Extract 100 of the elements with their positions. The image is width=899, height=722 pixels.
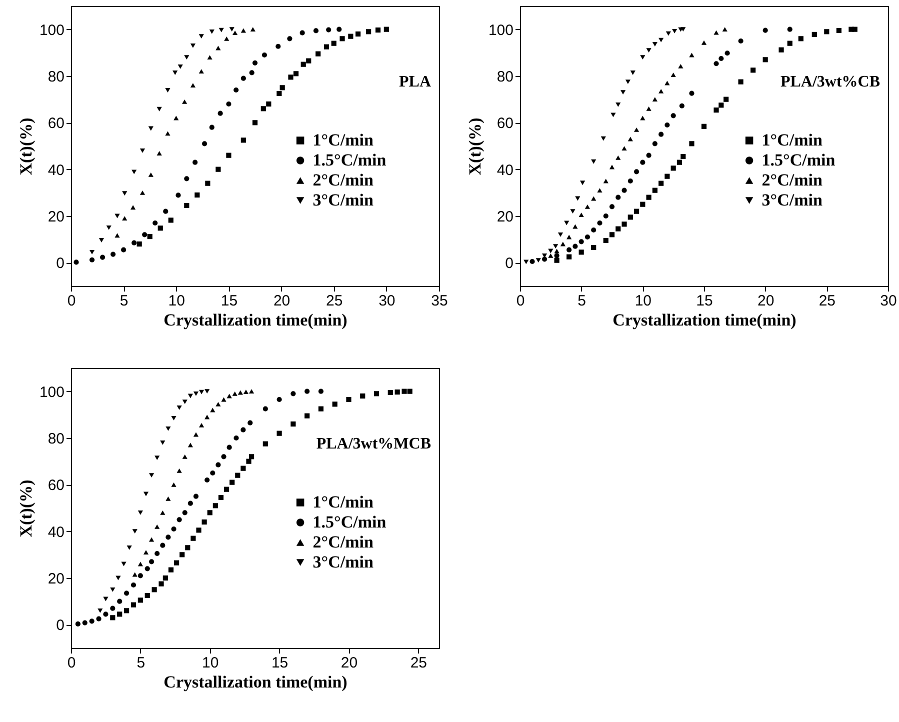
point [664,174,670,179]
point [652,97,658,102]
point [318,406,324,412]
point [718,102,724,108]
point [652,42,658,46]
point [678,64,684,68]
point [144,592,150,598]
point [148,473,154,478]
point [610,112,616,118]
point [640,116,646,120]
point [216,462,221,468]
y-tick-label: 20 [496,208,514,226]
point [355,31,361,37]
point [622,146,627,151]
point [194,192,200,198]
point [178,64,183,69]
point [122,216,128,221]
y-tick-label: 80 [48,68,64,86]
point [136,241,142,247]
point [207,55,212,60]
point [778,47,784,52]
point [689,90,694,96]
point [184,202,190,208]
point [243,390,249,394]
point [188,500,193,506]
annotation: PLA/3wt%CB [780,74,880,91]
point [121,562,126,566]
point [591,159,596,164]
y-tick-label: 100 [488,22,514,39]
point [609,232,615,238]
point [701,124,707,129]
point [366,29,372,34]
point [634,208,640,214]
point [670,72,676,78]
point [210,470,216,476]
point [138,510,143,515]
point [210,408,216,412]
point [536,258,541,263]
point [212,503,218,508]
point [276,396,282,402]
point [300,30,305,36]
point [154,524,160,529]
point [580,180,586,186]
x-tick-label: 10 [634,292,652,310]
point [110,252,116,257]
point [138,573,143,578]
point [326,27,332,32]
x-tick-label: 15 [696,292,713,310]
point [234,87,239,93]
point [143,550,149,555]
point [140,148,146,153]
point [182,454,188,459]
point [98,238,104,242]
point [603,178,608,184]
point [184,55,190,60]
point [166,534,171,540]
point [117,612,122,617]
point [658,88,664,94]
point [89,257,95,262]
x-tick-label: 20 [340,654,358,672]
point [124,590,130,596]
point [578,239,584,244]
point [287,36,292,42]
point [787,40,792,46]
point [132,240,137,246]
point [209,29,214,34]
point [198,390,204,394]
point [152,587,157,592]
point [575,196,580,201]
point [640,160,646,165]
point [646,48,652,53]
point [240,138,246,143]
point [689,52,694,58]
point [407,388,412,394]
y-axis-title: X(t)(%) [16,480,36,538]
y-tick-label: 0 [56,617,64,634]
point [202,141,208,146]
point [172,70,178,75]
y-tick-label: 20 [48,570,64,588]
legend-label: 1.5°C/min [312,512,387,532]
point [168,567,174,572]
point [240,76,246,81]
point [130,205,136,210]
point [198,34,204,39]
y-tick-label: 80 [48,430,64,448]
point [572,244,578,249]
point [160,542,166,548]
point [74,260,79,265]
point [232,30,238,36]
x-tick-label: 25 [326,292,343,310]
point [234,435,239,441]
point [548,253,554,258]
y-tick-label: 100 [39,384,64,401]
point [616,102,621,107]
point [176,517,182,522]
point [306,58,312,64]
point [154,550,160,556]
point [126,545,132,550]
point [603,213,608,219]
y-tick-label: 40 [48,162,64,179]
